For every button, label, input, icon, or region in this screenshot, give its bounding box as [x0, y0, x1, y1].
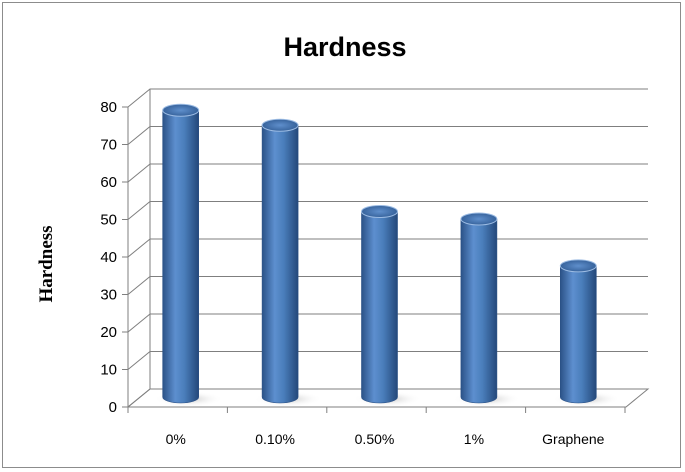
y-tick-label: 0: [109, 399, 117, 416]
bars: [154, 103, 621, 407]
y-tick-label: 60: [100, 174, 117, 191]
bar-top: [460, 212, 498, 226]
x-axis-labels: 0% 0.10% 0.50% 1% Graphene: [127, 407, 626, 447]
x-tick-label: 1%: [464, 431, 484, 447]
y-tick-label: 70: [100, 137, 117, 154]
bar: [560, 265, 597, 404]
y-tick-label: 80: [100, 99, 117, 116]
chart-title: Hardness: [283, 32, 406, 62]
bar-top: [559, 259, 597, 273]
x-tick-label: 0%: [166, 431, 186, 447]
bar-top: [162, 103, 200, 117]
x-tick-label: 0.10%: [255, 431, 295, 447]
y-tick-label: 30: [100, 287, 117, 304]
y-tick-label: 40: [100, 249, 117, 266]
gridline: [127, 126, 648, 145]
y-axis-ticks: 0 10 20 30 40 50 60 70 80: [100, 99, 128, 416]
gridline: [127, 88, 648, 108]
y-tick-label: 50: [100, 212, 117, 229]
y-tick-label: 10: [100, 362, 117, 379]
x-tick-label: 0.50%: [355, 431, 395, 447]
gridline: [127, 163, 648, 183]
bar: [162, 110, 199, 404]
gridline: [127, 201, 648, 220]
x-tick-label: Graphene: [542, 431, 604, 447]
bar: [261, 125, 299, 404]
bar: [361, 211, 398, 404]
bar-top: [261, 118, 299, 132]
bar: [460, 218, 498, 404]
y-axis-label: Hardness: [36, 225, 57, 302]
y-tick-label: 20: [100, 324, 117, 341]
bar-top: [361, 205, 398, 218]
